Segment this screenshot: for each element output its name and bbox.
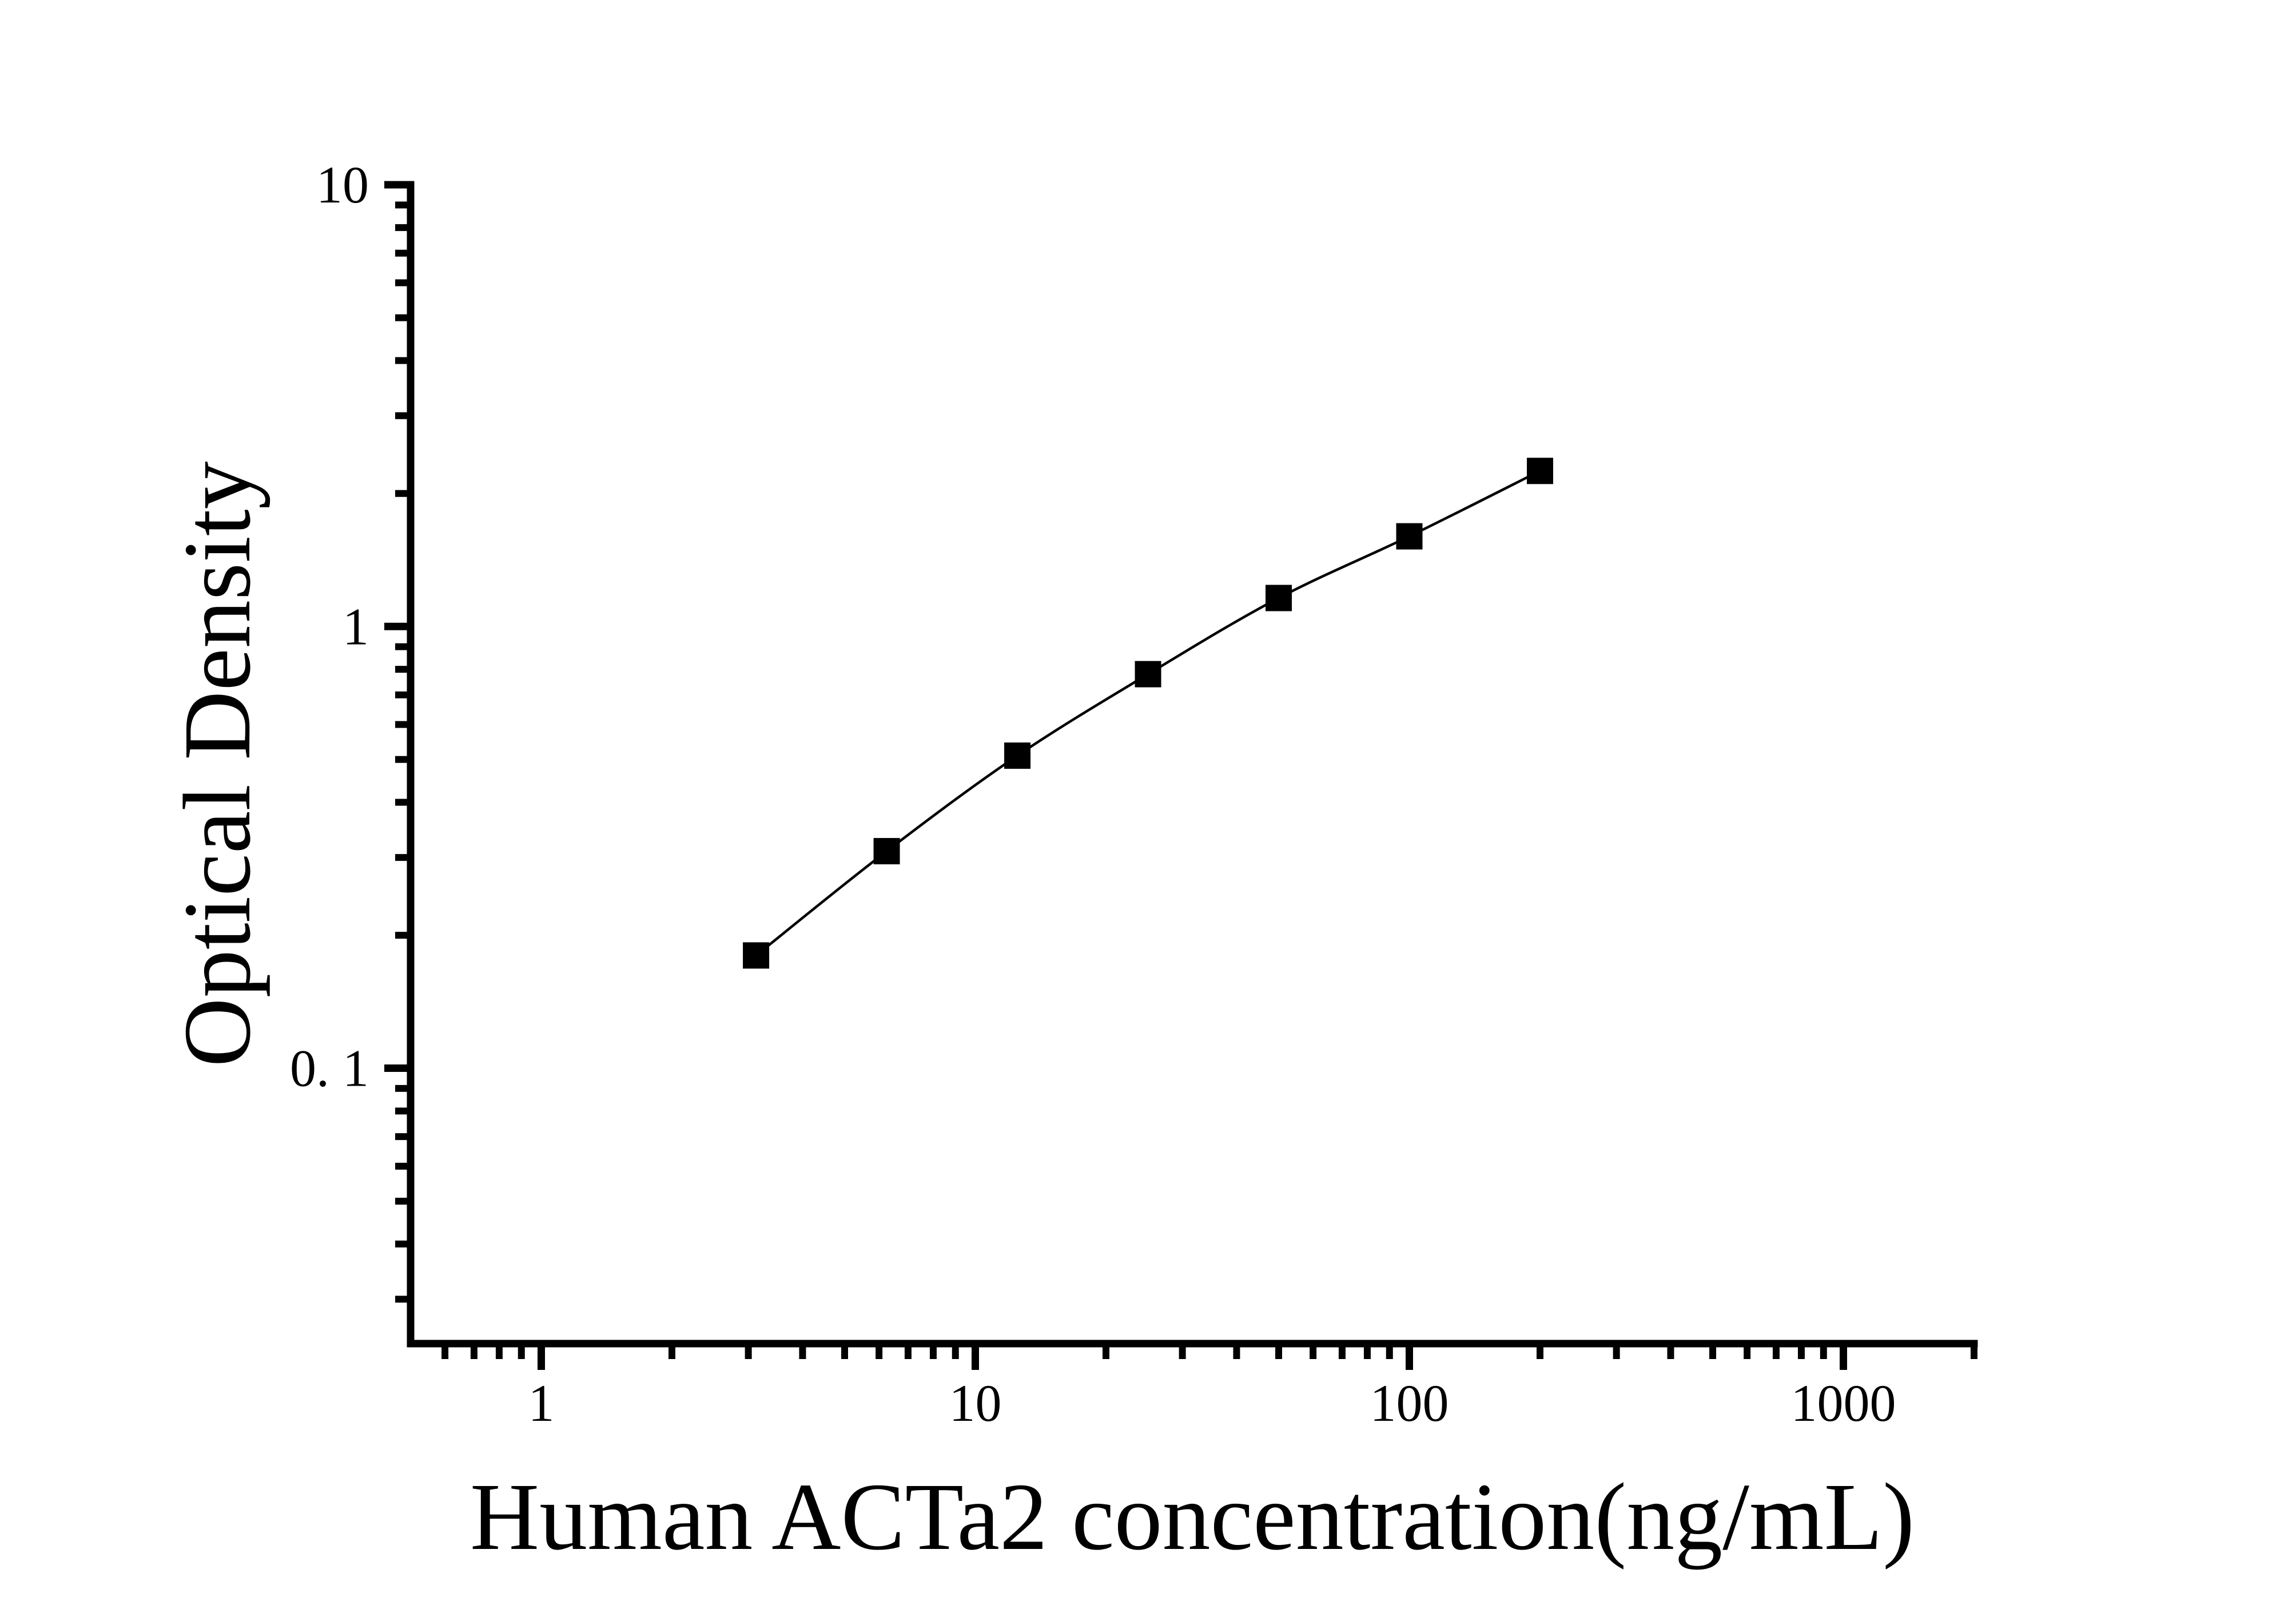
data-point-marker <box>873 838 900 865</box>
y-tick-label: 10 <box>316 156 369 214</box>
x-axis-title: Human ACTa2 concentration(ng/mL) <box>469 1464 1915 1570</box>
data-point-marker <box>1526 458 1553 484</box>
x-tick-label: 1 <box>528 1374 554 1432</box>
data-point-marker <box>1396 523 1423 550</box>
x-tick-label: 1000 <box>1791 1374 1896 1432</box>
y-tick-label: 1 <box>343 597 369 655</box>
x-tick-label: 100 <box>1370 1374 1449 1432</box>
data-point-marker <box>1266 585 1292 611</box>
y-tick-label: 0. 1 <box>290 1039 369 1098</box>
x-tick-label: 10 <box>949 1374 1001 1432</box>
data-point-marker <box>1135 661 1161 688</box>
data-point-marker <box>743 942 770 969</box>
y-axis-title: Optical Density <box>164 461 270 1067</box>
data-point-marker <box>1004 742 1031 769</box>
